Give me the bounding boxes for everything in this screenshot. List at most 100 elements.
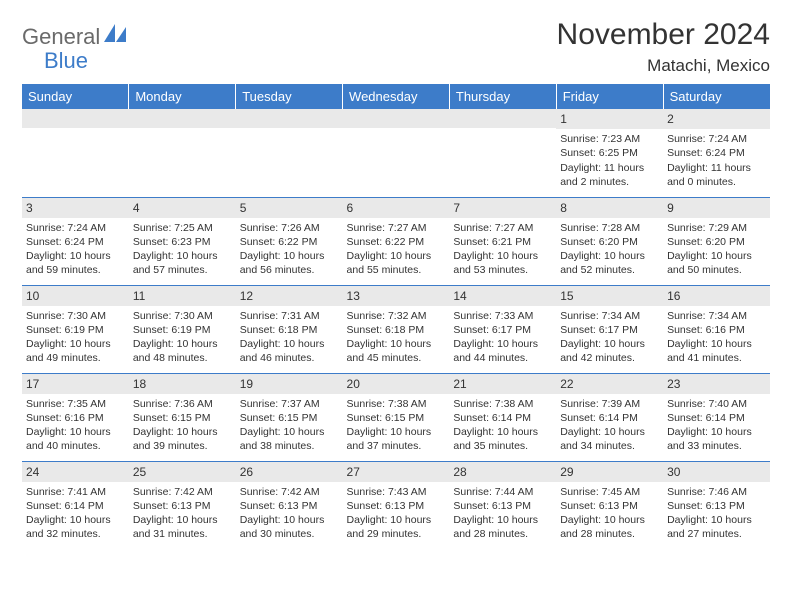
sunrise-text: Sunrise: 7:30 AM [133,309,232,323]
day-number: 21 [449,374,556,394]
day-cell [22,109,129,197]
sunrise-text: Sunrise: 7:40 AM [667,397,766,411]
sunrise-text: Sunrise: 7:29 AM [667,221,766,235]
day-number: 5 [236,198,343,218]
daylight-text: and 29 minutes. [347,527,446,541]
sunset-text: Sunset: 6:19 PM [26,323,125,337]
sunset-text: Sunset: 6:14 PM [560,411,659,425]
day-cell: 24Sunrise: 7:41 AMSunset: 6:14 PMDayligh… [22,461,129,549]
sunset-text: Sunset: 6:20 PM [560,235,659,249]
daylight-text: and 37 minutes. [347,439,446,453]
daylight-text: and 53 minutes. [453,263,552,277]
day-cell: 17Sunrise: 7:35 AMSunset: 6:16 PMDayligh… [22,373,129,461]
sunrise-text: Sunrise: 7:30 AM [26,309,125,323]
daylight-text: Daylight: 10 hours [347,425,446,439]
day-cell: 29Sunrise: 7:45 AMSunset: 6:13 PMDayligh… [556,461,663,549]
daylight-text: Daylight: 10 hours [667,249,766,263]
sunrise-text: Sunrise: 7:41 AM [26,485,125,499]
daylight-text: and 50 minutes. [667,263,766,277]
daylight-text: Daylight: 10 hours [133,513,232,527]
sunrise-text: Sunrise: 7:39 AM [560,397,659,411]
daylight-text: and 46 minutes. [240,351,339,365]
day-cell: 30Sunrise: 7:46 AMSunset: 6:13 PMDayligh… [663,461,770,549]
sunrise-text: Sunrise: 7:38 AM [453,397,552,411]
day-cell: 14Sunrise: 7:33 AMSunset: 6:17 PMDayligh… [449,285,556,373]
day-cell: 16Sunrise: 7:34 AMSunset: 6:16 PMDayligh… [663,285,770,373]
daylight-text: and 39 minutes. [133,439,232,453]
day-number: 17 [22,374,129,394]
sunrise-text: Sunrise: 7:38 AM [347,397,446,411]
sunset-text: Sunset: 6:15 PM [133,411,232,425]
day-number: 10 [22,286,129,306]
daynum-empty [449,109,556,128]
day-cell: 20Sunrise: 7:38 AMSunset: 6:15 PMDayligh… [343,373,450,461]
sunrise-text: Sunrise: 7:31 AM [240,309,339,323]
daylight-text: and 2 minutes. [560,175,659,189]
day-cell: 10 Sunrise: 7:30 AMSunset: 6:19 PMDayligh… [22,285,129,373]
day-number: 13 [343,286,450,306]
day-number: 25 [129,462,236,482]
sunset-text: Sunset: 6:20 PM [667,235,766,249]
sunset-text: Sunset: 6:13 PM [240,499,339,513]
sunrise-text: Sunrise: 7:45 AM [560,485,659,499]
day-cell: 9Sunrise: 7:29 AMSunset: 6:20 PMDaylight… [663,197,770,285]
day-number: 14 [449,286,556,306]
daylight-text: and 57 minutes. [133,263,232,277]
day-cell [449,109,556,197]
daylight-text: Daylight: 10 hours [26,337,125,351]
sunset-text: Sunset: 6:21 PM [453,235,552,249]
daylight-text: and 34 minutes. [560,439,659,453]
day-cell: 27Sunrise: 7:43 AMSunset: 6:13 PMDayligh… [343,461,450,549]
daylight-text: and 40 minutes. [26,439,125,453]
day-number: 20 [343,374,450,394]
daylight-text: Daylight: 10 hours [667,513,766,527]
day-number: 26 [236,462,343,482]
daylight-text: Daylight: 10 hours [240,337,339,351]
week-row: 17Sunrise: 7:35 AMSunset: 6:16 PMDayligh… [22,373,770,461]
day-cell: 23Sunrise: 7:40 AMSunset: 6:14 PMDayligh… [663,373,770,461]
daylight-text: and 0 minutes. [667,175,766,189]
daynum-empty [129,109,236,128]
day-number: 2 [663,109,770,129]
sunset-text: Sunset: 6:15 PM [240,411,339,425]
daylight-text: Daylight: 10 hours [240,425,339,439]
sunset-text: Sunset: 6:17 PM [453,323,552,337]
day-number: 29 [556,462,663,482]
calendar-page: General November 2024 Matachi, Mexico Bl… [0,0,792,559]
day-cell: 21Sunrise: 7:38 AMSunset: 6:14 PMDayligh… [449,373,556,461]
daylight-text: Daylight: 10 hours [667,425,766,439]
day-cell: 1Sunrise: 7:23 AMSunset: 6:25 PMDaylight… [556,109,663,197]
sail-icon [104,24,126,44]
sunset-text: Sunset: 6:22 PM [347,235,446,249]
sunset-text: Sunset: 6:22 PM [240,235,339,249]
sunrise-text: Sunrise: 7:42 AM [240,485,339,499]
daylight-text: and 32 minutes. [26,527,125,541]
sunrise-text: Sunrise: 7:27 AM [347,221,446,235]
week-row: 3Sunrise: 7:24 AMSunset: 6:24 PMDaylight… [22,197,770,285]
day-number: 27 [343,462,450,482]
day-cell: 3Sunrise: 7:24 AMSunset: 6:24 PMDaylight… [22,197,129,285]
day-number: 18 [129,374,236,394]
daylight-text: Daylight: 10 hours [26,249,125,263]
daynum-empty [343,109,450,128]
dow-thursday: Thursday [449,84,556,109]
dow-wednesday: Wednesday [343,84,450,109]
day-number: 1 [556,109,663,129]
sunrise-text: Sunrise: 7:24 AM [667,132,766,146]
sunset-text: Sunset: 6:19 PM [133,323,232,337]
daylight-text: and 28 minutes. [453,527,552,541]
daylight-text: Daylight: 10 hours [347,337,446,351]
daylight-text: and 52 minutes. [560,263,659,277]
daylight-text: and 44 minutes. [453,351,552,365]
sunrise-text: Sunrise: 7:36 AM [133,397,232,411]
daylight-text: and 42 minutes. [560,351,659,365]
day-number: 23 [663,374,770,394]
sunset-text: Sunset: 6:13 PM [347,499,446,513]
day-number: 7 [449,198,556,218]
sunrise-text: Sunrise: 7:34 AM [667,309,766,323]
sunset-text: Sunset: 6:24 PM [667,146,766,160]
day-number: 6 [343,198,450,218]
daylight-text: Daylight: 10 hours [133,425,232,439]
sunrise-text: Sunrise: 7:24 AM [26,221,125,235]
sunrise-text: Sunrise: 7:46 AM [667,485,766,499]
